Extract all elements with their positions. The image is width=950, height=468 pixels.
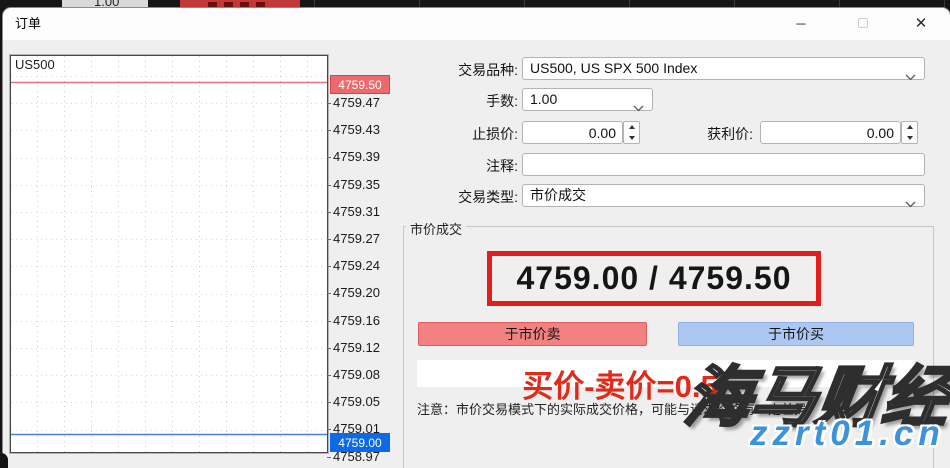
execution-note: 注意：市价交易模式下的实际成交价格，可能与请求价格有一定差异 xyxy=(417,402,808,417)
spinner-down-button[interactable] xyxy=(624,133,639,144)
axis-label: 4759.01 xyxy=(327,421,380,437)
order-type-select-value: 市价成交 xyxy=(530,187,586,203)
axis-label: 4759.39 xyxy=(327,149,380,165)
chevron-down-icon xyxy=(905,193,916,214)
axis-label: 4759.16 xyxy=(327,312,380,328)
close-icon: ✕ xyxy=(914,15,928,32)
axis-label: 4759.35 xyxy=(327,176,380,192)
dialog-titlebar xyxy=(3,8,950,40)
bid-ask-quote: 4759.00 / 4759.50 xyxy=(516,260,792,296)
order-type-select[interactable]: 市价成交 xyxy=(522,184,925,208)
quote-highlight-box: 4759.00 / 4759.50 xyxy=(487,251,821,306)
arrow-up-icon xyxy=(906,125,913,130)
stop-loss-spinner xyxy=(623,121,640,144)
symbol-label: 交易品种: xyxy=(458,62,518,78)
spinner-up-button[interactable] xyxy=(902,122,917,133)
take-profit-spinner xyxy=(901,121,918,144)
stop-loss-input[interactable] xyxy=(522,121,623,144)
background-sell-button-fragment xyxy=(180,0,300,8)
axis-label: 4758.97 xyxy=(327,448,380,464)
arrow-up-icon xyxy=(628,125,635,130)
take-profit-input[interactable] xyxy=(760,121,901,144)
watermark-url: zzrt01.cn xyxy=(750,414,945,453)
axis-label: 4759.20 xyxy=(327,285,380,301)
maximize-icon xyxy=(858,18,868,28)
symbol-select-value: US500, US SPX 500 Index xyxy=(530,60,698,76)
close-button[interactable]: ✕ xyxy=(908,12,934,34)
ask-price-tag: 4759.50 xyxy=(330,75,390,94)
buy-button[interactable]: 于市价买 xyxy=(678,322,914,346)
axis-label: 4759.43 xyxy=(327,122,380,138)
take-profit-label: 获利价: xyxy=(707,126,753,142)
axis-label: 4759.24 xyxy=(327,258,380,274)
chart-symbol-label: US500 xyxy=(15,57,55,72)
axis-label: 4759.08 xyxy=(327,367,380,382)
axis-label: 4759.27 xyxy=(327,231,380,246)
axis-label: 4759.47 xyxy=(327,95,380,110)
axis-label: 4759.12 xyxy=(327,339,380,355)
background-corner xyxy=(0,453,8,468)
background-window-strip: 1.00 xyxy=(0,0,950,8)
stop-loss-label: 止损价: xyxy=(472,126,518,142)
comment-label: 注释: xyxy=(486,158,518,174)
volume-select-value: 1.00 xyxy=(530,91,558,107)
symbol-select[interactable]: US500, US SPX 500 Index xyxy=(522,57,925,81)
market-execution-group xyxy=(403,226,934,468)
chart-grid xyxy=(11,56,327,452)
volume-label: 手数: xyxy=(486,93,518,109)
axis-label: 4759.31 xyxy=(327,203,380,219)
spinner-down-button[interactable] xyxy=(902,133,917,144)
arrow-down-icon xyxy=(906,135,913,140)
chevron-down-icon xyxy=(905,66,916,87)
price-axis: 4759.47 4759.43 4759.39 4759.35 4759.31 4759.… xyxy=(327,0,395,468)
comment-input[interactable] xyxy=(522,153,925,176)
axis-label: 4759.05 xyxy=(327,394,380,410)
volume-select[interactable]: 1.00 xyxy=(522,88,653,112)
spinner-up-button[interactable] xyxy=(624,122,639,133)
order-type-label: 交易类型: xyxy=(458,189,518,205)
spread-annotation: 买价-卖价=0.5 xyxy=(522,369,718,404)
maximize-button[interactable] xyxy=(850,12,876,34)
chevron-down-icon xyxy=(633,97,644,118)
sell-button[interactable]: 于市价卖 xyxy=(418,322,647,346)
background-lot-fragment: 1.00 xyxy=(62,0,148,8)
window-title: 订单 xyxy=(15,16,42,31)
spread-bar xyxy=(417,360,914,387)
arrow-down-icon xyxy=(628,135,635,140)
price-chart: US500 xyxy=(10,55,328,453)
minimize-icon: ─ xyxy=(796,15,806,31)
market-execution-group-label: 市价成交 xyxy=(406,219,467,238)
minimize-button[interactable]: ─ xyxy=(788,12,814,34)
bid-price-tag: 4759.00 xyxy=(330,433,390,452)
background-fragment-text: 1.00 xyxy=(94,0,120,8)
